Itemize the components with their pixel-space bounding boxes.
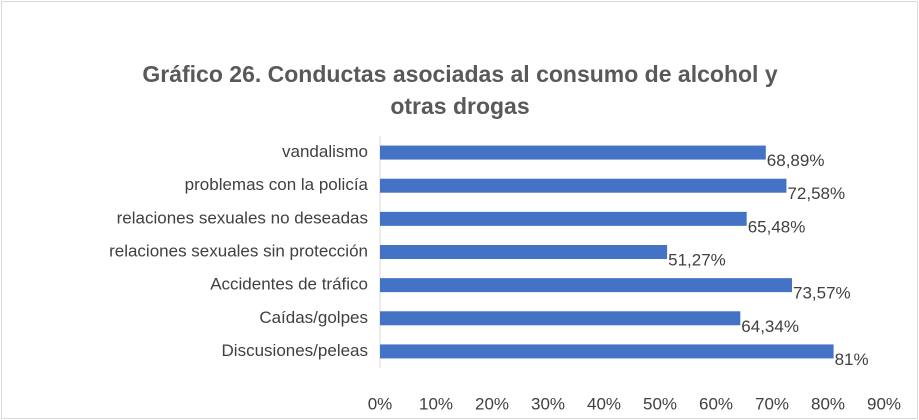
data-label: 68,89% bbox=[767, 151, 825, 170]
data-label: 51,27% bbox=[668, 250, 726, 269]
x-tick-label: 20% bbox=[475, 394, 509, 413]
y-tick-label: Caídas/golpes bbox=[259, 308, 368, 327]
y-tick-label: Discusiones/peleas bbox=[222, 341, 368, 360]
bar bbox=[380, 245, 668, 259]
x-tick-label: 0% bbox=[368, 394, 393, 413]
data-label: 65,48% bbox=[748, 217, 806, 236]
y-tick-label: vandalismo bbox=[282, 142, 368, 161]
x-tick-label: 70% bbox=[755, 394, 789, 413]
x-tick-label: 90% bbox=[867, 394, 901, 413]
bar bbox=[380, 344, 834, 359]
data-label: 81% bbox=[835, 350, 869, 369]
y-tick-label: relaciones sexuales no deseadas bbox=[117, 208, 368, 227]
y-tick-label: relaciones sexuales sin protección bbox=[109, 241, 368, 260]
bar bbox=[380, 145, 766, 160]
x-tick-label: 60% bbox=[699, 394, 733, 413]
x-tick-label: 10% bbox=[419, 394, 453, 413]
data-label: 64,34% bbox=[741, 317, 799, 336]
x-tick-label: 80% bbox=[811, 394, 845, 413]
bar bbox=[380, 211, 747, 226]
bar bbox=[380, 178, 787, 193]
y-tick-label: problemas con la policía bbox=[185, 175, 369, 194]
x-tick-label: 30% bbox=[531, 394, 565, 413]
chart-title: Gráfico 26. Conductas asociadas al consu… bbox=[142, 61, 778, 119]
x-tick-label: 40% bbox=[587, 394, 621, 413]
bar bbox=[380, 311, 741, 326]
data-label: 73,57% bbox=[793, 284, 851, 303]
x-tick-label: 50% bbox=[643, 394, 677, 413]
data-label: 72,58% bbox=[787, 184, 845, 203]
y-tick-label: Accidentes de tráfico bbox=[210, 275, 368, 294]
bar bbox=[380, 278, 792, 293]
